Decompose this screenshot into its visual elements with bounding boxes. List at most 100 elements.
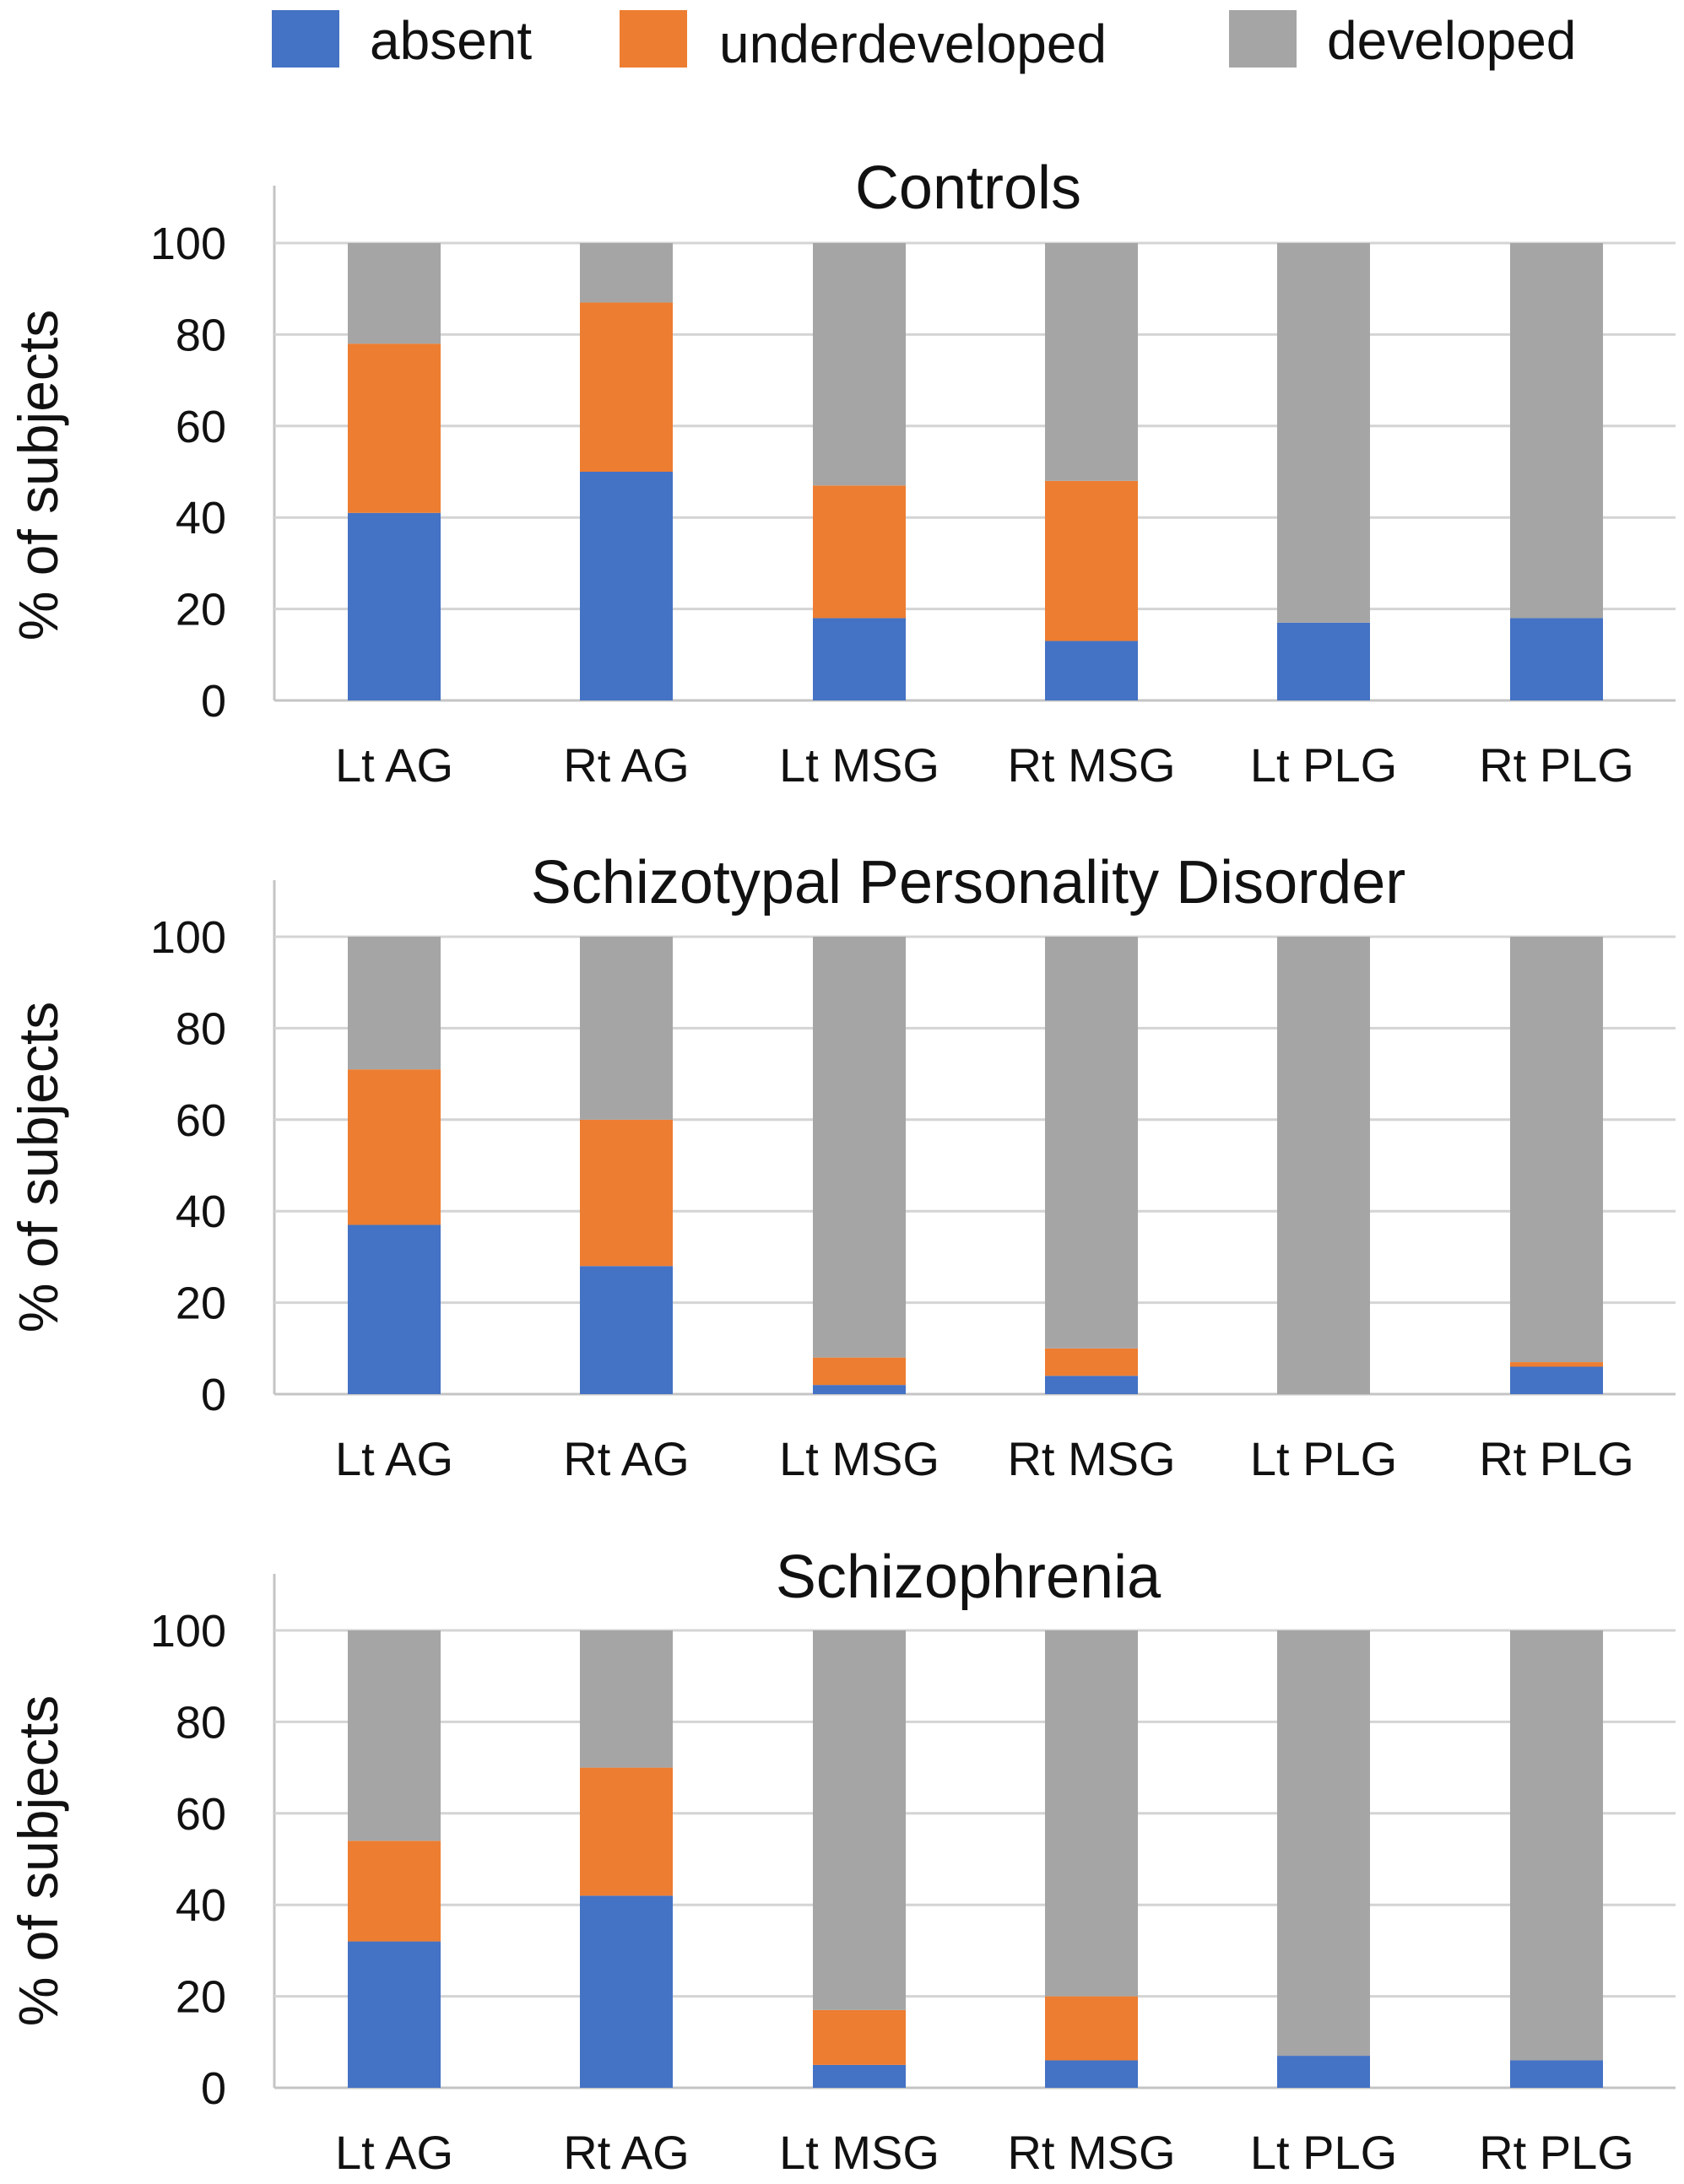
bar-lt-msg-underdeveloped <box>813 1357 906 1386</box>
legend-item-developed: developed <box>1229 10 1576 71</box>
category-label-lt-ag: Lt AG <box>335 2126 453 2179</box>
y-tick-label-60: 60 <box>176 1095 226 1146</box>
bar-rt-msg-developed <box>1045 243 1138 481</box>
bar-rt-ag-underdeveloped <box>580 1767 673 1896</box>
bar-lt-msg-underdeveloped <box>813 485 906 619</box>
category-label-lt-msg: Lt MSG <box>779 738 939 792</box>
y-tick-label-60: 60 <box>176 402 226 452</box>
y-tick-label-80: 80 <box>176 1697 226 1748</box>
panel-schizophrenia: Schizophrenia % of subjects 0 20 40 60 80 100… <box>7 1543 1676 2179</box>
bar-lt-ag-absent <box>348 512 441 700</box>
y-tick-label-40: 40 <box>176 1187 226 1237</box>
bar-rt-ag-developed <box>580 937 673 1120</box>
y-tick-label-20: 20 <box>176 1972 226 2023</box>
bar-rt-plg-developed <box>1510 1630 1603 2061</box>
category-label-lt-msg: Lt MSG <box>779 2126 939 2179</box>
bar-lt-msg-developed <box>813 1630 906 2010</box>
gridlines <box>273 186 1676 702</box>
category-labels: Lt AG Rt AG Lt MSG Rt MSG Lt PLG Rt PLG <box>335 738 1634 792</box>
panel-title: Schizophrenia <box>776 1543 1161 1611</box>
bar-rt-msg-underdeveloped <box>1045 480 1138 641</box>
bar-lt-msg-developed <box>813 243 906 486</box>
bar-lt-plg-developed <box>1277 937 1370 1394</box>
bar-rt-msg-underdeveloped <box>1045 1348 1138 1376</box>
category-label-rt-plg: Rt PLG <box>1479 738 1634 792</box>
bars <box>348 937 1603 1394</box>
legend-swatch-underdeveloped <box>620 10 687 68</box>
y-tick-label-40: 40 <box>176 1880 226 1931</box>
category-label-rt-plg: Rt PLG <box>1479 1432 1634 1485</box>
bar-rt-ag-absent <box>580 1266 673 1394</box>
category-label-rt-ag: Rt AG <box>563 2126 689 2179</box>
category-label-rt-ag: Rt AG <box>563 738 689 792</box>
y-tick-labels: 0 20 40 60 80 100 <box>150 219 226 727</box>
bar-lt-ag-developed <box>348 243 441 344</box>
bar-rt-plg-developed <box>1510 243 1603 619</box>
y-tick-label-80: 80 <box>176 310 226 360</box>
category-label-lt-msg: Lt MSG <box>779 1432 939 1485</box>
bar-rt-ag-absent <box>580 1895 673 2088</box>
panel-title: Schizotypal Personality Disorder <box>531 849 1405 916</box>
bar-rt-ag-underdeveloped <box>580 302 673 472</box>
gridlines <box>273 1574 1676 2089</box>
y-tick-label-20: 20 <box>176 585 226 635</box>
bar-lt-plg-developed <box>1277 1630 1370 2057</box>
y-tick-labels: 0 20 40 60 80 100 <box>150 1606 226 2114</box>
bar-lt-ag-underdeveloped <box>348 1069 441 1225</box>
y-tick-label-100: 100 <box>150 219 226 269</box>
y-tick-label-80: 80 <box>176 1003 226 1054</box>
legend-swatch-absent <box>272 10 339 68</box>
bar-rt-plg-underdeveloped <box>1510 1362 1603 1367</box>
y-tick-label-0: 0 <box>201 1370 226 1420</box>
panel-schizotypal-personality-disorder: Schizotypal Personality Disorder % of su… <box>7 849 1676 1485</box>
category-label-rt-plg: Rt PLG <box>1479 2126 1634 2179</box>
bar-lt-plg-absent <box>1277 622 1370 700</box>
y-tick-label-0: 0 <box>201 2063 226 2114</box>
y-axis-label: % of subjects <box>7 1002 69 1333</box>
bar-lt-ag-developed <box>348 1630 441 1841</box>
category-label-lt-ag: Lt AG <box>335 738 453 792</box>
bar-lt-plg-absent <box>1277 2056 1370 2088</box>
legend-label-underdeveloped: underdeveloped <box>719 14 1107 74</box>
bar-rt-plg-absent <box>1510 2060 1603 2088</box>
bar-lt-msg-absent <box>813 1385 906 1394</box>
bar-rt-msg-developed <box>1045 1630 1138 1997</box>
category-labels: Lt AG Rt AG Lt MSG Rt MSG Lt PLG Rt PLG <box>335 2126 1634 2179</box>
bar-rt-msg-underdeveloped <box>1045 1996 1138 2061</box>
category-labels: Lt AG Rt AG Lt MSG Rt MSG Lt PLG Rt PLG <box>335 1432 1634 1485</box>
bar-lt-ag-underdeveloped <box>348 343 441 513</box>
bar-rt-msg-absent <box>1045 1376 1138 1394</box>
bar-lt-msg-absent <box>813 618 906 700</box>
bar-lt-msg-underdeveloped <box>813 2009 906 2065</box>
bar-rt-msg-developed <box>1045 937 1138 1349</box>
bars <box>348 1630 1603 2088</box>
legend-label-absent: absent <box>370 10 532 71</box>
legend-item-underdeveloped: underdeveloped <box>620 10 1107 74</box>
category-label-lt-plg: Lt PLG <box>1250 2126 1397 2179</box>
category-label-lt-plg: Lt PLG <box>1250 738 1397 792</box>
panel-controls: Controls % of subjects 0 20 40 60 80 100 Lt A… <box>7 154 1676 792</box>
bar-lt-ag-developed <box>348 937 441 1070</box>
bar-rt-plg-absent <box>1510 618 1603 700</box>
bar-lt-msg-absent <box>813 2064 906 2088</box>
legend-swatch-developed <box>1229 10 1297 68</box>
legend-label-developed: developed <box>1327 10 1576 71</box>
category-label-rt-msg: Rt MSG <box>1007 738 1175 792</box>
bar-lt-ag-underdeveloped <box>348 1841 441 1942</box>
bar-rt-msg-absent <box>1045 2060 1138 2088</box>
bar-lt-plg-developed <box>1277 243 1370 623</box>
y-tick-label-60: 60 <box>176 1789 226 1840</box>
bar-rt-ag-developed <box>580 243 673 303</box>
legend: absent underdeveloped developed <box>272 10 1576 74</box>
category-label-rt-msg: Rt MSG <box>1007 1432 1175 1485</box>
bar-lt-ag-absent <box>348 1941 441 2088</box>
y-tick-label-100: 100 <box>150 912 226 963</box>
category-label-rt-ag: Rt AG <box>563 1432 689 1485</box>
category-label-lt-ag: Lt AG <box>335 1432 453 1485</box>
y-tick-label-0: 0 <box>201 676 226 727</box>
bar-rt-ag-underdeveloped <box>580 1119 673 1267</box>
bar-rt-ag-absent <box>580 472 673 700</box>
y-tick-labels: 0 20 40 60 80 100 <box>150 912 226 1420</box>
category-label-lt-plg: Lt PLG <box>1250 1432 1397 1485</box>
